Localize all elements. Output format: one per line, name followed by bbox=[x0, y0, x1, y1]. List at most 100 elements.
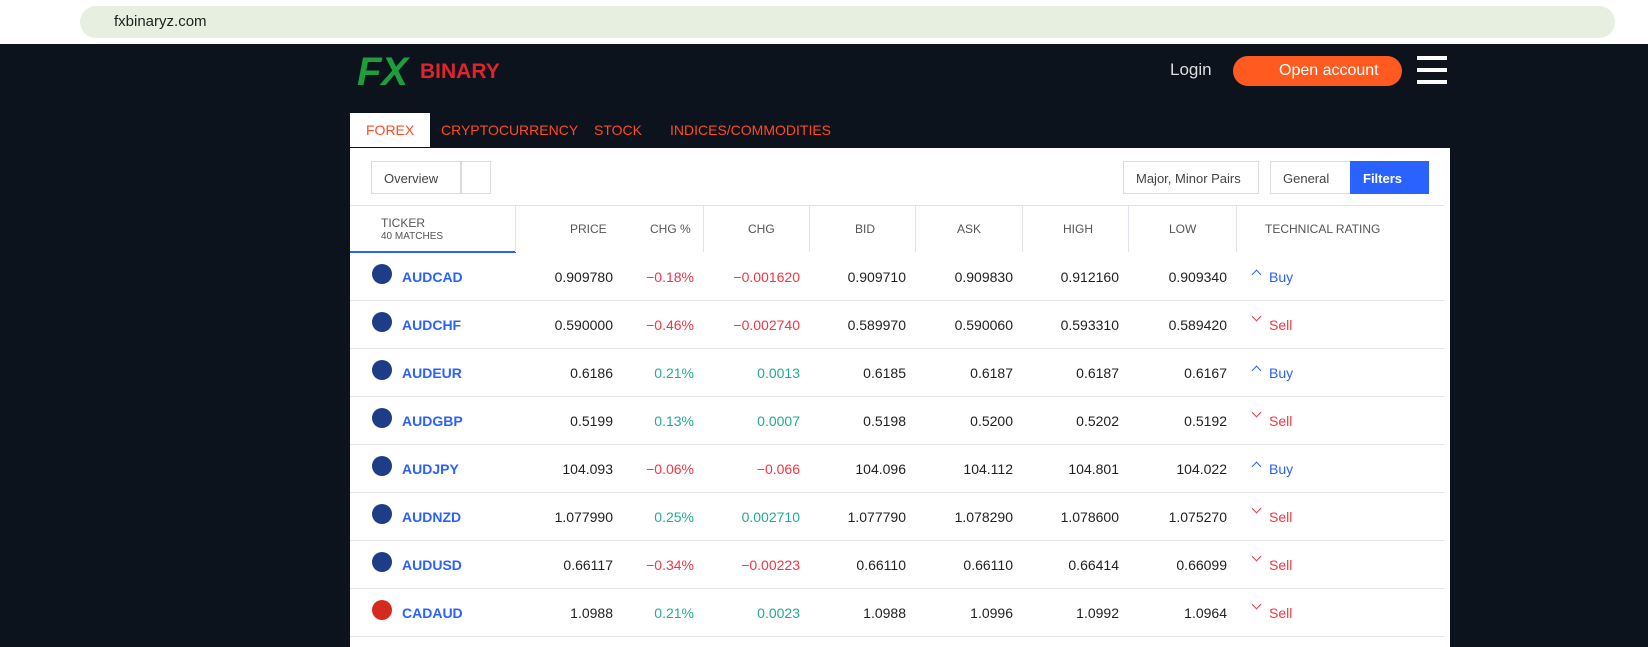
cell: 0.909780 bbox=[554, 269, 613, 285]
cell: 104.096 bbox=[855, 461, 906, 477]
cell: 0.593310 bbox=[1060, 317, 1119, 333]
row-divider bbox=[350, 588, 1444, 589]
row-divider bbox=[350, 300, 1444, 301]
tab[interactable]: CRYPTOCURRENCY bbox=[441, 122, 579, 138]
divider bbox=[350, 205, 1444, 206]
rating: Buy bbox=[1269, 365, 1294, 381]
columns-button[interactable] bbox=[461, 161, 491, 194]
ticker[interactable]: AUDNZD bbox=[402, 509, 462, 525]
sort-underline bbox=[350, 251, 516, 253]
rating: Sell bbox=[1269, 413, 1293, 429]
ticker[interactable]: AUDEUR bbox=[402, 365, 462, 381]
cell: 0.6187 bbox=[1076, 365, 1119, 381]
column-divider bbox=[915, 206, 916, 252]
cell: 0.909340 bbox=[1168, 269, 1227, 285]
rating: Buy bbox=[1269, 461, 1294, 477]
cell: −0.18% bbox=[646, 269, 694, 285]
cell: 0.6185 bbox=[863, 365, 906, 381]
browser-bar: fxbinaryz.com bbox=[0, 0, 1648, 44]
cell: −0.002740 bbox=[733, 317, 800, 333]
view-select[interactable]: Overview bbox=[371, 161, 461, 194]
cell: 0.5199 bbox=[570, 413, 613, 429]
row-divider bbox=[350, 540, 1444, 541]
column-divider bbox=[1236, 206, 1237, 252]
rating: Sell bbox=[1269, 605, 1293, 621]
ticker[interactable]: AUDJPY bbox=[402, 461, 459, 477]
column-divider bbox=[1022, 206, 1023, 252]
cell: 1.0992 bbox=[1076, 605, 1119, 621]
group-select[interactable]: General bbox=[1270, 161, 1351, 194]
column-header[interactable]: CHG % bbox=[650, 222, 691, 236]
matches: 40 MATCHES bbox=[381, 231, 444, 242]
cell: 0.5200 bbox=[970, 413, 1013, 429]
cell: 0.909830 bbox=[954, 269, 1013, 285]
ticker[interactable]: AUDCHF bbox=[402, 317, 462, 333]
flag bbox=[372, 264, 392, 284]
cell: 1.077990 bbox=[554, 509, 613, 525]
open-account[interactable]: Open account bbox=[1233, 56, 1402, 86]
column-divider bbox=[809, 206, 810, 252]
cell: 1.075270 bbox=[1168, 509, 1227, 525]
cell: −0.001620 bbox=[733, 269, 800, 285]
ticker[interactable]: AUDGBP bbox=[402, 413, 463, 429]
flag bbox=[372, 312, 392, 332]
filters-button[interactable]: Filters bbox=[1350, 161, 1429, 194]
cell: 1.0964 bbox=[1184, 605, 1227, 621]
cell: 0.589420 bbox=[1168, 317, 1227, 333]
column-header[interactable]: TECHNICAL RATING bbox=[1265, 222, 1381, 236]
logo-text[interactable]: BINARY bbox=[420, 60, 500, 83]
cell: 0.5202 bbox=[1076, 413, 1119, 429]
cell: 1.078290 bbox=[954, 509, 1013, 525]
row-divider bbox=[350, 492, 1444, 493]
column-header[interactable]: ASK bbox=[957, 222, 982, 236]
column-header[interactable]: HIGH bbox=[1063, 222, 1093, 236]
tab[interactable]: INDICES/COMMODITIES bbox=[670, 122, 832, 138]
cell: 0.5192 bbox=[1184, 413, 1227, 429]
cell: −0.06% bbox=[646, 461, 694, 477]
ticker-header[interactable]: TICKER bbox=[381, 216, 426, 230]
column-header[interactable]: PRICE bbox=[570, 222, 607, 236]
flag bbox=[372, 360, 392, 380]
cell: 0.589970 bbox=[847, 317, 906, 333]
rating: Buy bbox=[1269, 269, 1294, 285]
column-divider bbox=[515, 206, 516, 252]
tab[interactable]: STOCK bbox=[594, 122, 642, 138]
cell: 0.66110 bbox=[963, 557, 1013, 573]
cell: 0.6187 bbox=[970, 365, 1013, 381]
cell: −0.34% bbox=[646, 557, 694, 573]
cell: 0.912160 bbox=[1060, 269, 1119, 285]
column-divider bbox=[1128, 206, 1129, 252]
cell: 1.0988 bbox=[570, 605, 613, 621]
cell: 1.0988 bbox=[863, 605, 906, 621]
cell: 0.590000 bbox=[554, 317, 613, 333]
pairs-select[interactable]: Major, Minor Pairs bbox=[1123, 161, 1259, 194]
login[interactable]: Login bbox=[1170, 60, 1212, 79]
cell: 0.25% bbox=[654, 509, 694, 525]
cell: 0.66099 bbox=[1176, 557, 1227, 573]
cell: 1.0996 bbox=[970, 605, 1013, 621]
cell: 0.0023 bbox=[757, 605, 800, 621]
url-bar[interactable]: fxbinaryz.com bbox=[80, 6, 1615, 38]
ticker[interactable]: CADAUD bbox=[402, 605, 463, 621]
column-header[interactable]: LOW bbox=[1169, 222, 1197, 236]
screener bbox=[350, 148, 1450, 647]
cell: 0.909710 bbox=[847, 269, 906, 285]
ticker[interactable]: AUDUSD bbox=[402, 557, 462, 573]
cell: 0.66117 bbox=[563, 557, 613, 573]
logo-mark[interactable]: FX bbox=[357, 50, 409, 94]
rating: Sell bbox=[1269, 317, 1293, 333]
cell: 0.0013 bbox=[757, 365, 800, 381]
rating: Sell bbox=[1269, 557, 1293, 573]
cell: 0.21% bbox=[654, 605, 694, 621]
cell: −0.46% bbox=[646, 317, 694, 333]
menu-icon[interactable] bbox=[1417, 56, 1447, 84]
cell: 0.13% bbox=[654, 413, 694, 429]
rating: Sell bbox=[1269, 509, 1293, 525]
row-divider bbox=[350, 444, 1444, 445]
ticker[interactable]: AUDCAD bbox=[402, 269, 463, 285]
row-divider bbox=[350, 396, 1444, 397]
column-header[interactable]: CHG bbox=[748, 222, 775, 236]
tab[interactable]: FOREX bbox=[350, 113, 431, 147]
column-header[interactable]: BID bbox=[855, 222, 876, 236]
